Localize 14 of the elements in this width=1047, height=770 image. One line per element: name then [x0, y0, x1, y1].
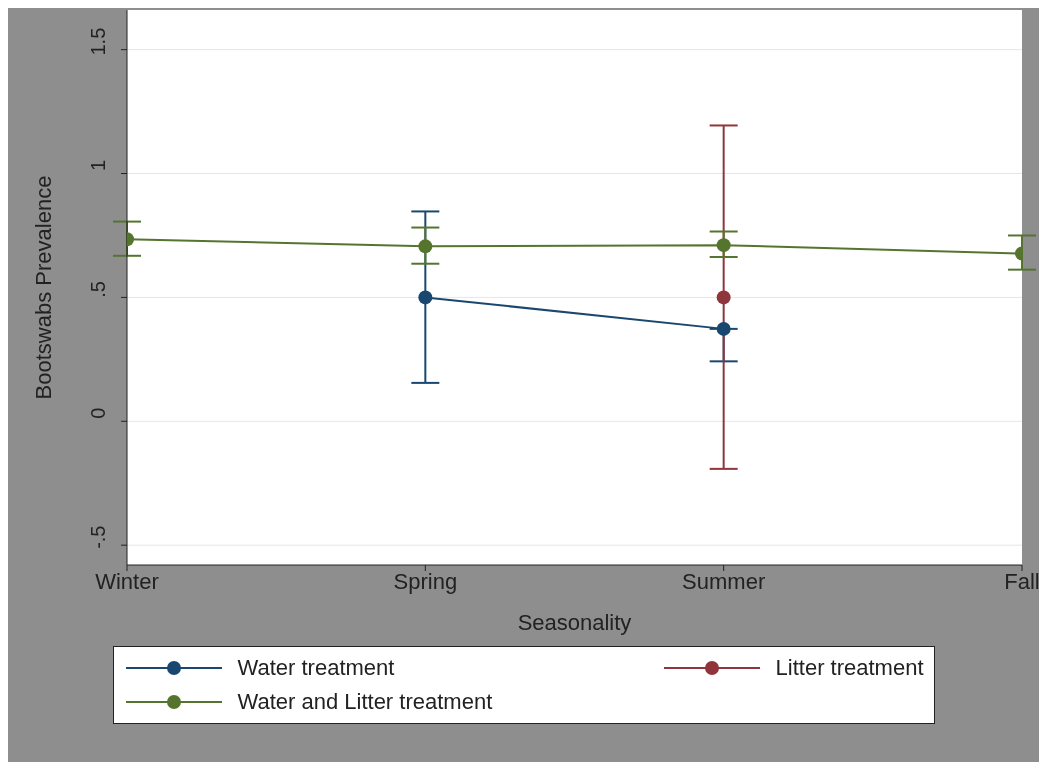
legend-label: Litter treatment: [775, 655, 924, 681]
y-tick-label: .5: [87, 281, 109, 298]
y-tick-label: -.5: [87, 525, 109, 549]
legend-label: Water and Litter treatment: [237, 689, 493, 715]
x-tick-label: Fall: [1004, 568, 1040, 594]
x-axis-title: Seasonality: [516, 609, 633, 637]
y-axis-title: Bootswabs Prevalence: [30, 175, 56, 400]
x-tick-label: Spring: [393, 568, 458, 594]
x-tick-label: Winter: [95, 568, 159, 594]
x-tick-label: Summer: [682, 568, 766, 594]
legend-label: Water treatment: [237, 655, 395, 681]
y-tick-label: 1.5: [87, 27, 109, 56]
y-tick-label: 1: [87, 159, 109, 172]
y-tick-label: 0: [87, 407, 109, 419]
